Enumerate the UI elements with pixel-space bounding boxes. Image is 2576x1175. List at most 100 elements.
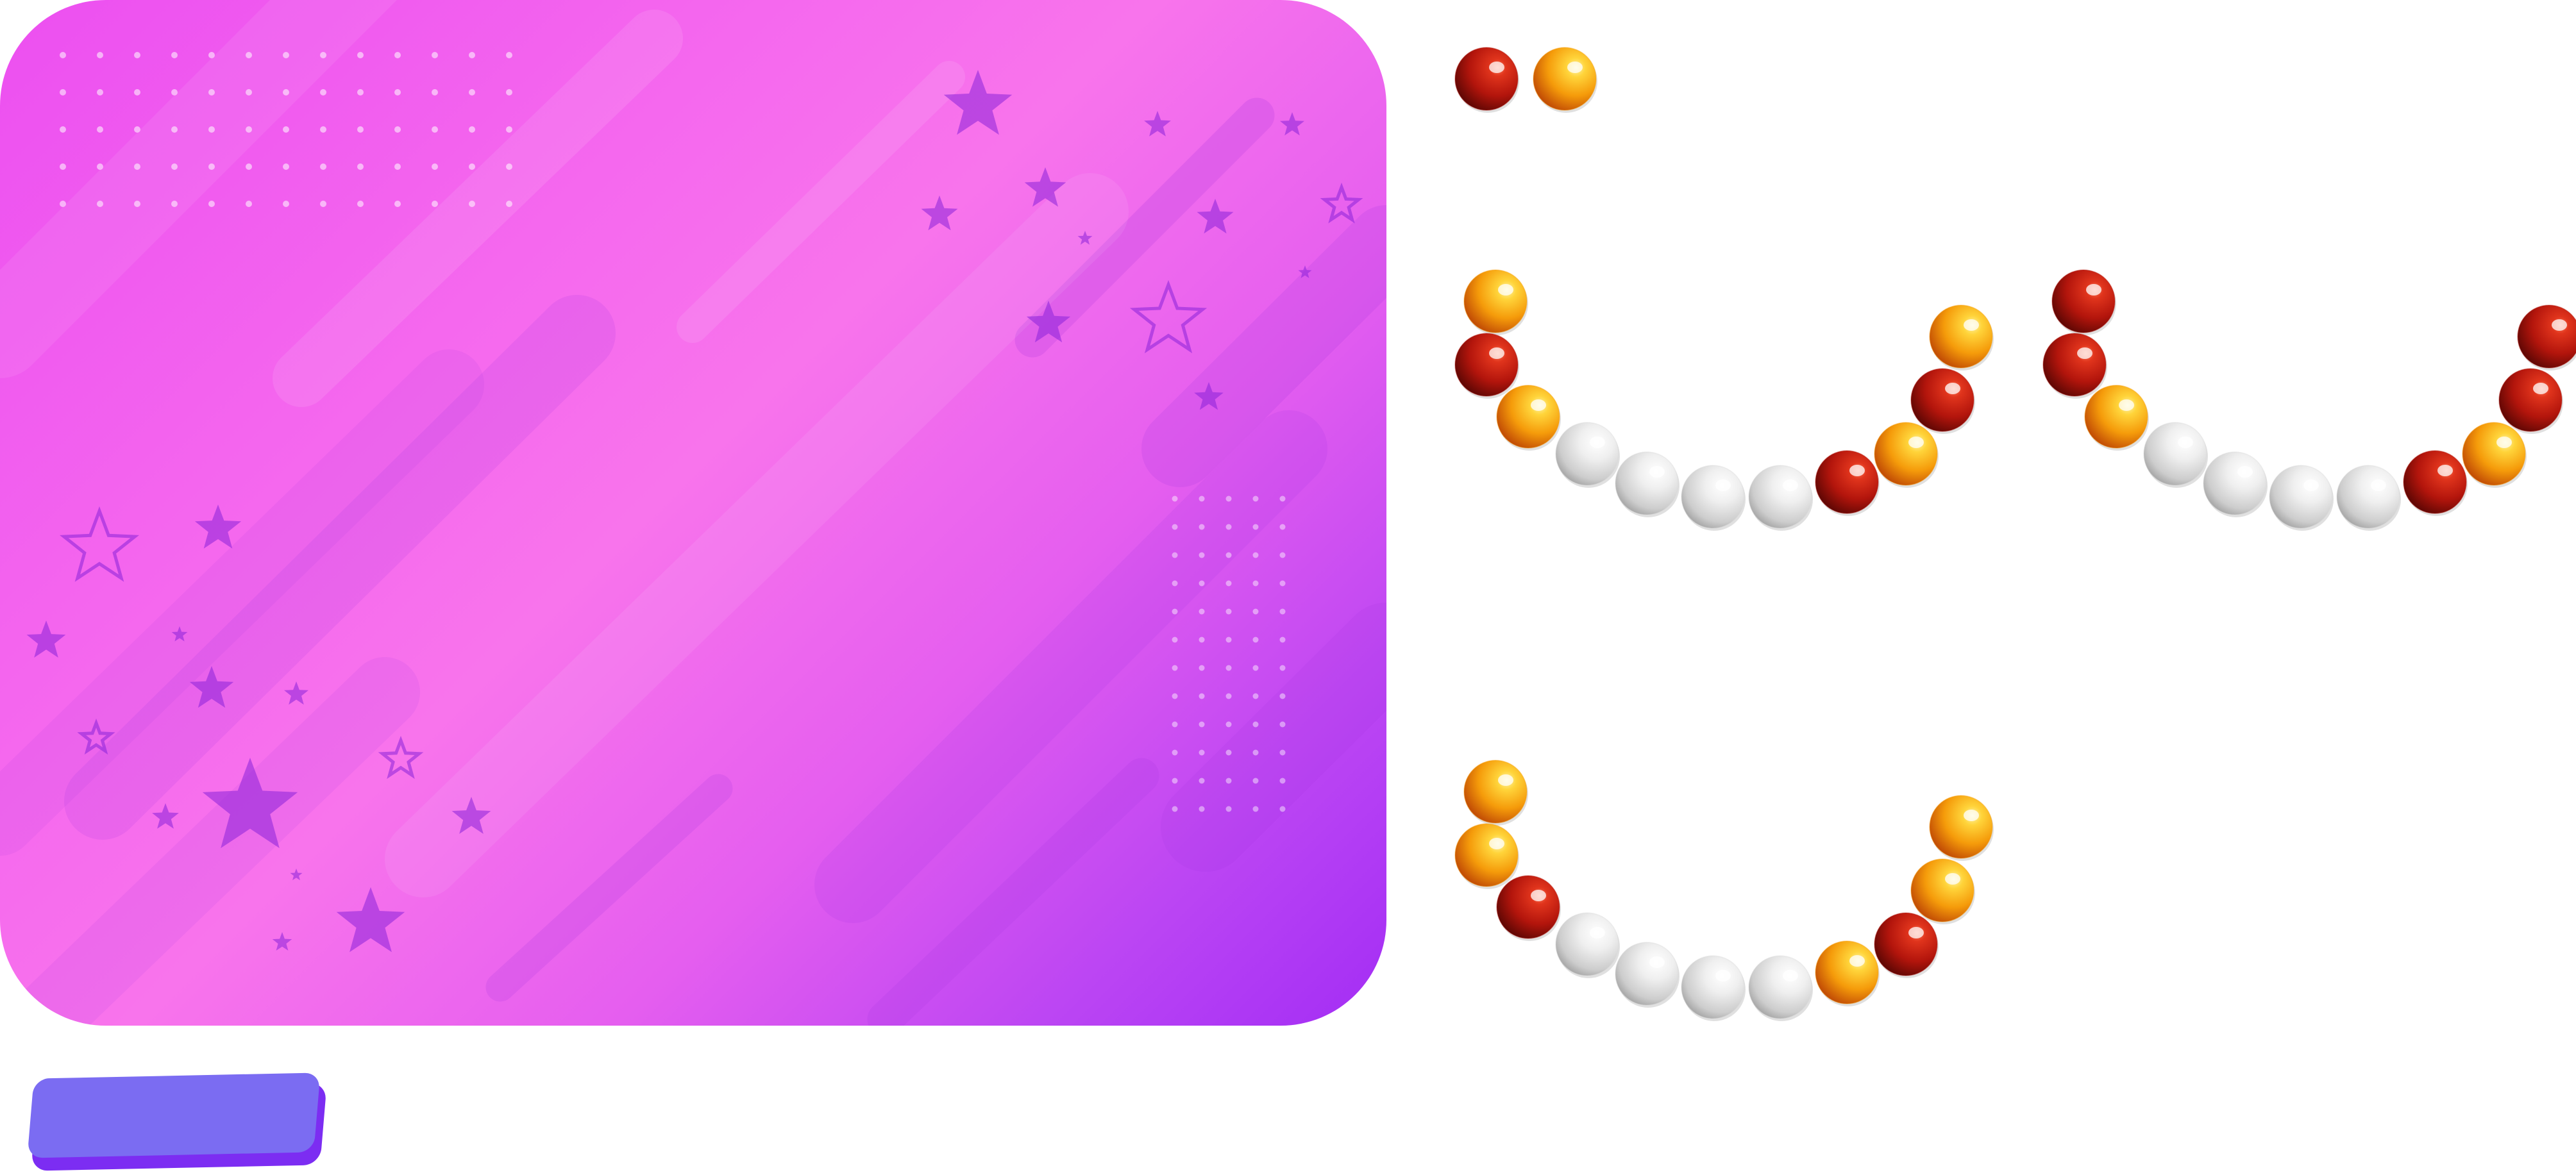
star-icon xyxy=(26,621,66,658)
dot xyxy=(1252,749,1259,756)
dot xyxy=(1199,778,1205,784)
dot xyxy=(1172,806,1178,812)
star-icon xyxy=(77,718,115,755)
bead-red xyxy=(1874,912,1939,978)
bead-white xyxy=(1555,912,1620,978)
bead-white xyxy=(1615,942,1679,1008)
dot xyxy=(1279,806,1286,812)
bead-white xyxy=(1615,451,1679,517)
dot xyxy=(1279,665,1286,671)
star-icon xyxy=(1024,167,1066,207)
dot xyxy=(506,126,512,133)
dot xyxy=(1225,608,1232,615)
star-icon xyxy=(451,797,491,834)
dot xyxy=(1252,778,1259,784)
dot xyxy=(469,89,475,96)
dot xyxy=(1172,778,1178,784)
bead-white xyxy=(2203,451,2268,517)
bead-white xyxy=(2143,422,2208,488)
star-icon xyxy=(171,626,188,642)
bead-orange xyxy=(1463,269,1528,335)
dot xyxy=(1279,496,1286,502)
dot xyxy=(506,201,512,207)
dot xyxy=(469,201,475,207)
dot xyxy=(469,52,475,58)
star-icon xyxy=(202,758,298,849)
star-icon xyxy=(1280,112,1304,136)
dot xyxy=(208,52,215,58)
dot-grid-icon xyxy=(60,52,512,207)
dot xyxy=(1252,637,1259,643)
bead-red xyxy=(2051,269,2116,335)
bead-string-option-a[interactable] xyxy=(1454,269,1994,531)
bead-red xyxy=(1454,333,1519,399)
dot xyxy=(1279,637,1286,643)
dot xyxy=(60,126,66,133)
dot xyxy=(1225,721,1232,728)
dot xyxy=(506,89,512,96)
bead-red xyxy=(2042,333,2107,399)
bead-red xyxy=(1815,450,1880,516)
dot xyxy=(246,89,252,96)
dot xyxy=(1225,637,1232,643)
dot xyxy=(171,126,178,133)
dot xyxy=(506,52,512,58)
dot xyxy=(1172,496,1178,502)
dot xyxy=(246,201,252,207)
dot xyxy=(134,201,140,207)
bead-orange xyxy=(2462,422,2527,488)
diagonal-stripes xyxy=(0,0,1386,1026)
dot xyxy=(171,201,178,207)
dot xyxy=(1225,749,1232,756)
star-icon xyxy=(1026,301,1071,343)
bead-string-option-c[interactable] xyxy=(1454,760,1994,1021)
star-icon xyxy=(272,932,292,951)
dot xyxy=(357,163,364,170)
dot xyxy=(283,126,289,133)
star-icon xyxy=(194,504,242,549)
dot xyxy=(171,163,178,170)
dot xyxy=(1172,693,1178,699)
dot xyxy=(134,52,140,58)
star-icon xyxy=(290,869,303,881)
dot xyxy=(1199,637,1205,643)
star-icon xyxy=(378,735,424,779)
dot xyxy=(1172,665,1178,671)
bead-white xyxy=(2269,465,2334,531)
dot xyxy=(1279,552,1286,558)
bead-string-option-b[interactable] xyxy=(2042,269,2576,531)
dot xyxy=(394,163,401,170)
dot xyxy=(1199,693,1205,699)
dot xyxy=(208,163,215,170)
dot xyxy=(1252,552,1259,558)
dot xyxy=(1172,749,1178,756)
dot xyxy=(1225,806,1232,812)
dot xyxy=(320,89,326,96)
bead-orange xyxy=(1815,940,1880,1006)
dot xyxy=(506,163,512,170)
dot xyxy=(1199,806,1205,812)
dot xyxy=(320,201,326,207)
dot xyxy=(60,89,66,96)
dot xyxy=(1279,580,1286,587)
star-icon xyxy=(921,196,958,231)
dot xyxy=(1199,552,1205,558)
dot xyxy=(208,126,215,133)
bead-orange xyxy=(1496,385,1561,451)
dot xyxy=(246,163,252,170)
dot xyxy=(320,163,326,170)
bead-orange xyxy=(2084,385,2149,451)
dot xyxy=(432,52,438,58)
dot xyxy=(1252,693,1259,699)
star-icon xyxy=(1077,231,1093,245)
dot xyxy=(60,201,66,207)
dot xyxy=(1279,524,1286,530)
bead-orange xyxy=(1929,304,1994,371)
dot xyxy=(1252,524,1259,530)
dot xyxy=(246,52,252,58)
bead-orange xyxy=(1454,823,1519,889)
bead-red xyxy=(2498,368,2563,434)
dot xyxy=(394,126,401,133)
dot xyxy=(283,89,289,96)
star-icon xyxy=(1320,182,1363,224)
